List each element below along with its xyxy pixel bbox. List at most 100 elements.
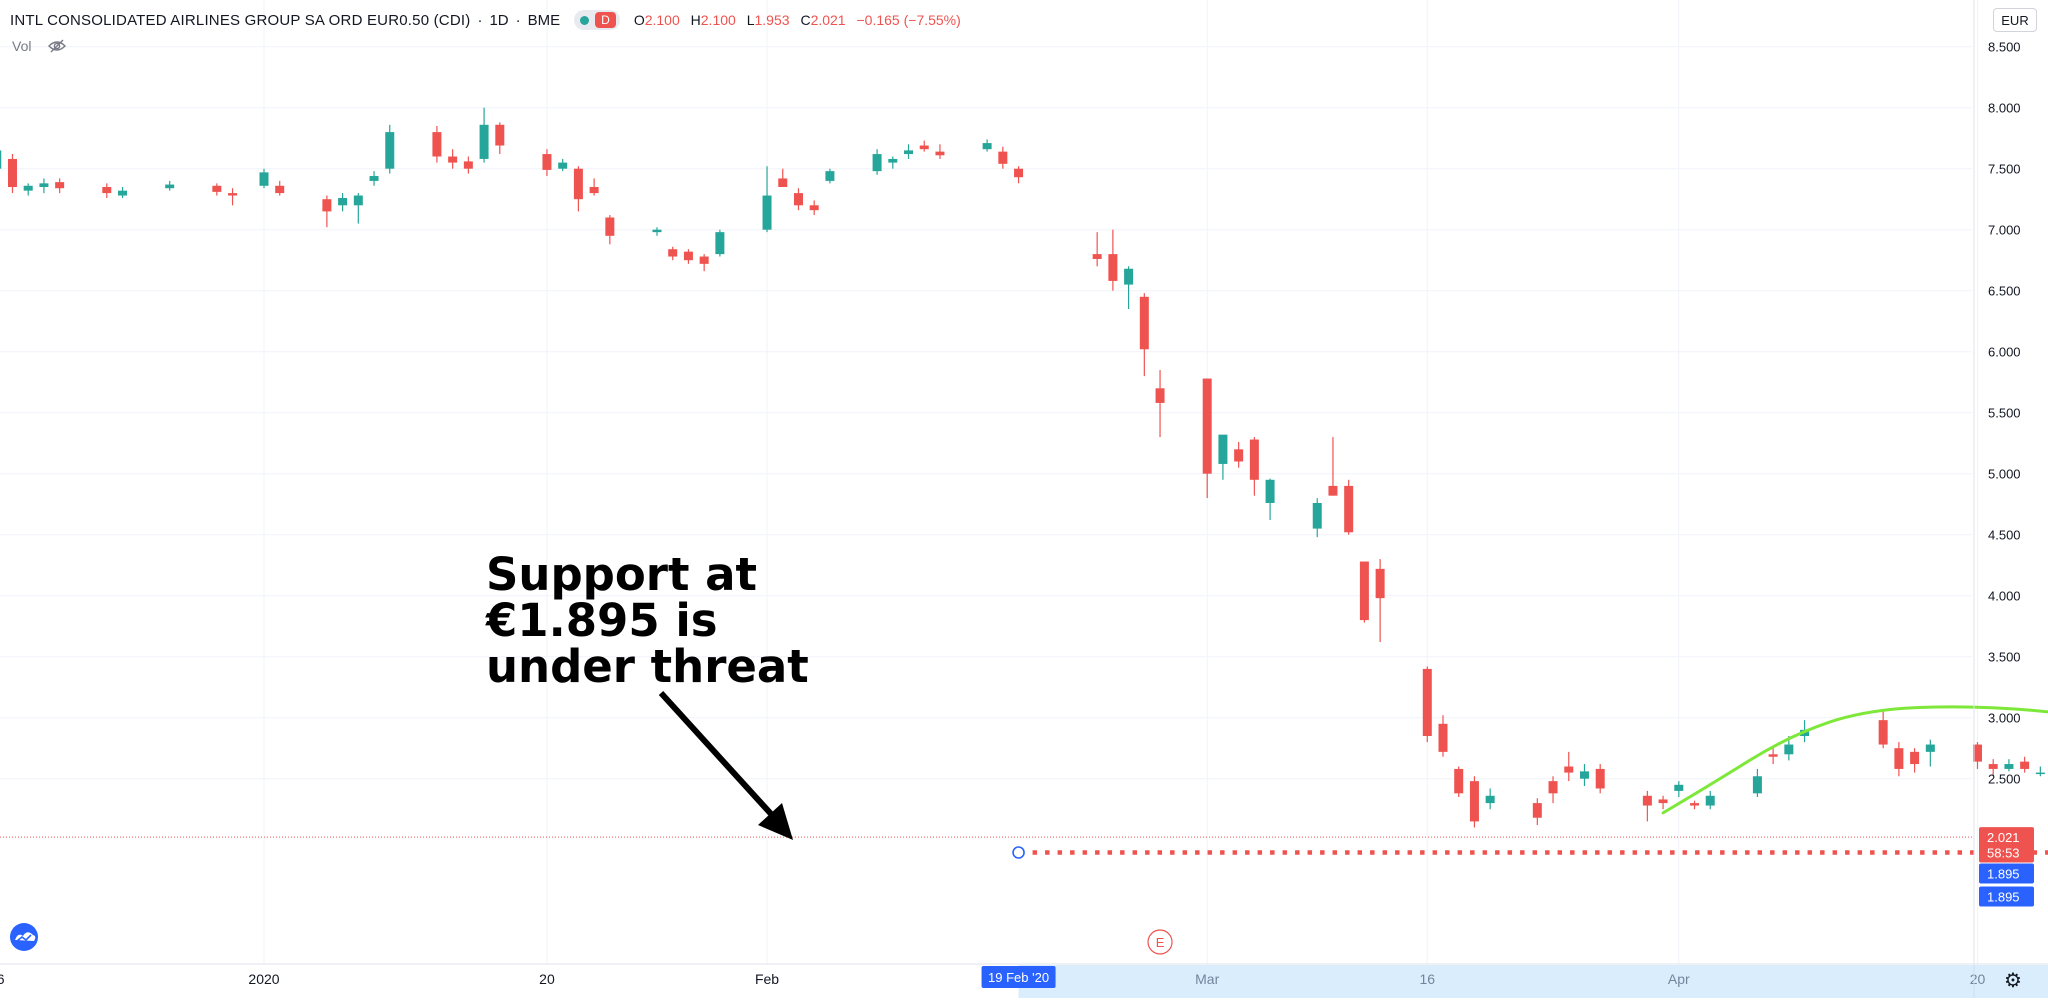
candle-body [23, 185, 33, 191]
close-key: C [800, 12, 811, 28]
interval-label[interactable]: 1D [489, 11, 509, 29]
symbol-legend: INTL CONSOLIDATED AIRLINES GROUP SA ORD … [10, 10, 968, 30]
candle-body [1988, 764, 1998, 769]
candle-body [762, 195, 772, 230]
candle-body [699, 256, 709, 264]
candle-body [463, 161, 473, 169]
candle-body [683, 251, 693, 261]
candle-body [1925, 744, 1935, 752]
price-tag [1979, 842, 2034, 863]
candle-body [432, 132, 442, 157]
legend-separator: · [515, 11, 521, 29]
candle-body [542, 154, 552, 170]
market-dot-icon [580, 15, 590, 25]
candle-body [1690, 803, 1700, 806]
y-tick-label: 4.500 [1988, 528, 2021, 543]
grid [0, 0, 1978, 964]
candle-body [1155, 388, 1165, 403]
open-value: 2.100 [644, 12, 680, 28]
candle-body [1548, 781, 1558, 794]
tradingview-logo-icon[interactable] [6, 922, 42, 952]
candle-body [1139, 296, 1149, 350]
candle-body [605, 217, 615, 236]
close-value: 2.021 [810, 12, 846, 28]
market-status-pill[interactable]: D [574, 10, 620, 30]
annotation-arrow-shaft [658, 690, 775, 818]
annotation-arrow-head [758, 803, 793, 840]
candle-body [809, 205, 819, 211]
candle-body [1564, 766, 1574, 773]
candle-body [668, 249, 678, 257]
symbol-title[interactable]: INTL CONSOLIDATED AIRLINES GROUP SA ORD … [10, 11, 471, 29]
candle-body [904, 150, 914, 155]
candle-body [275, 185, 285, 194]
candle-body [1234, 449, 1244, 462]
candle-body [1454, 768, 1464, 794]
candle-body [1108, 254, 1118, 281]
legend-separator: · [477, 11, 483, 29]
candle-body [1359, 561, 1369, 621]
candle-body [2035, 772, 2045, 775]
overlays: E [0, 690, 2048, 955]
candle-body [7, 158, 17, 187]
candle-body [998, 151, 1008, 164]
candle-body [888, 158, 898, 163]
candle-body [1595, 768, 1605, 789]
candle-body [102, 187, 112, 194]
earnings-marker-label: E [1156, 935, 1165, 950]
candle-body [982, 143, 992, 150]
x-tick-label: 16 [0, 971, 5, 987]
candle-body [872, 154, 882, 172]
candle-body [1375, 568, 1385, 599]
candle-body [1312, 502, 1322, 529]
y-tick-label: 3.500 [1988, 650, 2021, 665]
eye-off-icon[interactable] [47, 39, 67, 53]
candle-body [935, 151, 945, 156]
candle-body [1642, 795, 1652, 806]
candle-body [1124, 268, 1134, 285]
candle-body [1768, 754, 1778, 757]
change-value: −0.165 (−7.55%) [856, 12, 961, 28]
candle-body [1532, 803, 1542, 818]
candle-body [1014, 168, 1024, 178]
candle-body [385, 132, 395, 169]
candle-body [1344, 485, 1354, 533]
candle-body [1249, 439, 1259, 480]
candle-body [919, 145, 929, 150]
x-highlight-label: 19 Feb '20 [988, 970, 1049, 985]
price-tag-label: 58:53 [1987, 846, 2020, 861]
candle-body [589, 187, 599, 194]
x-range-highlight [1018, 965, 2048, 999]
candle-body [1579, 771, 1589, 779]
candle-body [39, 183, 49, 187]
candle-body [118, 190, 128, 196]
candle-body [1752, 776, 1762, 794]
y-tick-label: 3.000 [1988, 711, 2021, 726]
low-value: 1.953 [754, 12, 790, 28]
candle-body [353, 195, 363, 206]
candles [0, 107, 2045, 828]
currency-button[interactable]: EUR [1993, 8, 2037, 32]
candle-body [1972, 744, 1982, 762]
price-tag [1979, 886, 2034, 907]
volume-legend: Vol [12, 38, 67, 54]
x-tick-label: Feb [755, 971, 779, 987]
candle-body [1878, 720, 1888, 745]
candle-body [0, 150, 2, 169]
candle-body [479, 124, 489, 159]
candle-body [1485, 795, 1495, 804]
candle-body [1784, 744, 1794, 755]
gear-icon[interactable]: ⚙ [2004, 970, 2022, 992]
candle-body [1910, 751, 1920, 765]
y-tick-label: 5.500 [1988, 406, 2021, 421]
candle-body [2020, 761, 2030, 769]
y-tick-label: 4.000 [1988, 589, 2021, 604]
candle-body [212, 185, 222, 192]
x-tick-label: 2020 [248, 971, 279, 987]
market-status-badge: D [595, 12, 616, 28]
candle-body [495, 124, 505, 146]
candle-body [652, 229, 662, 233]
